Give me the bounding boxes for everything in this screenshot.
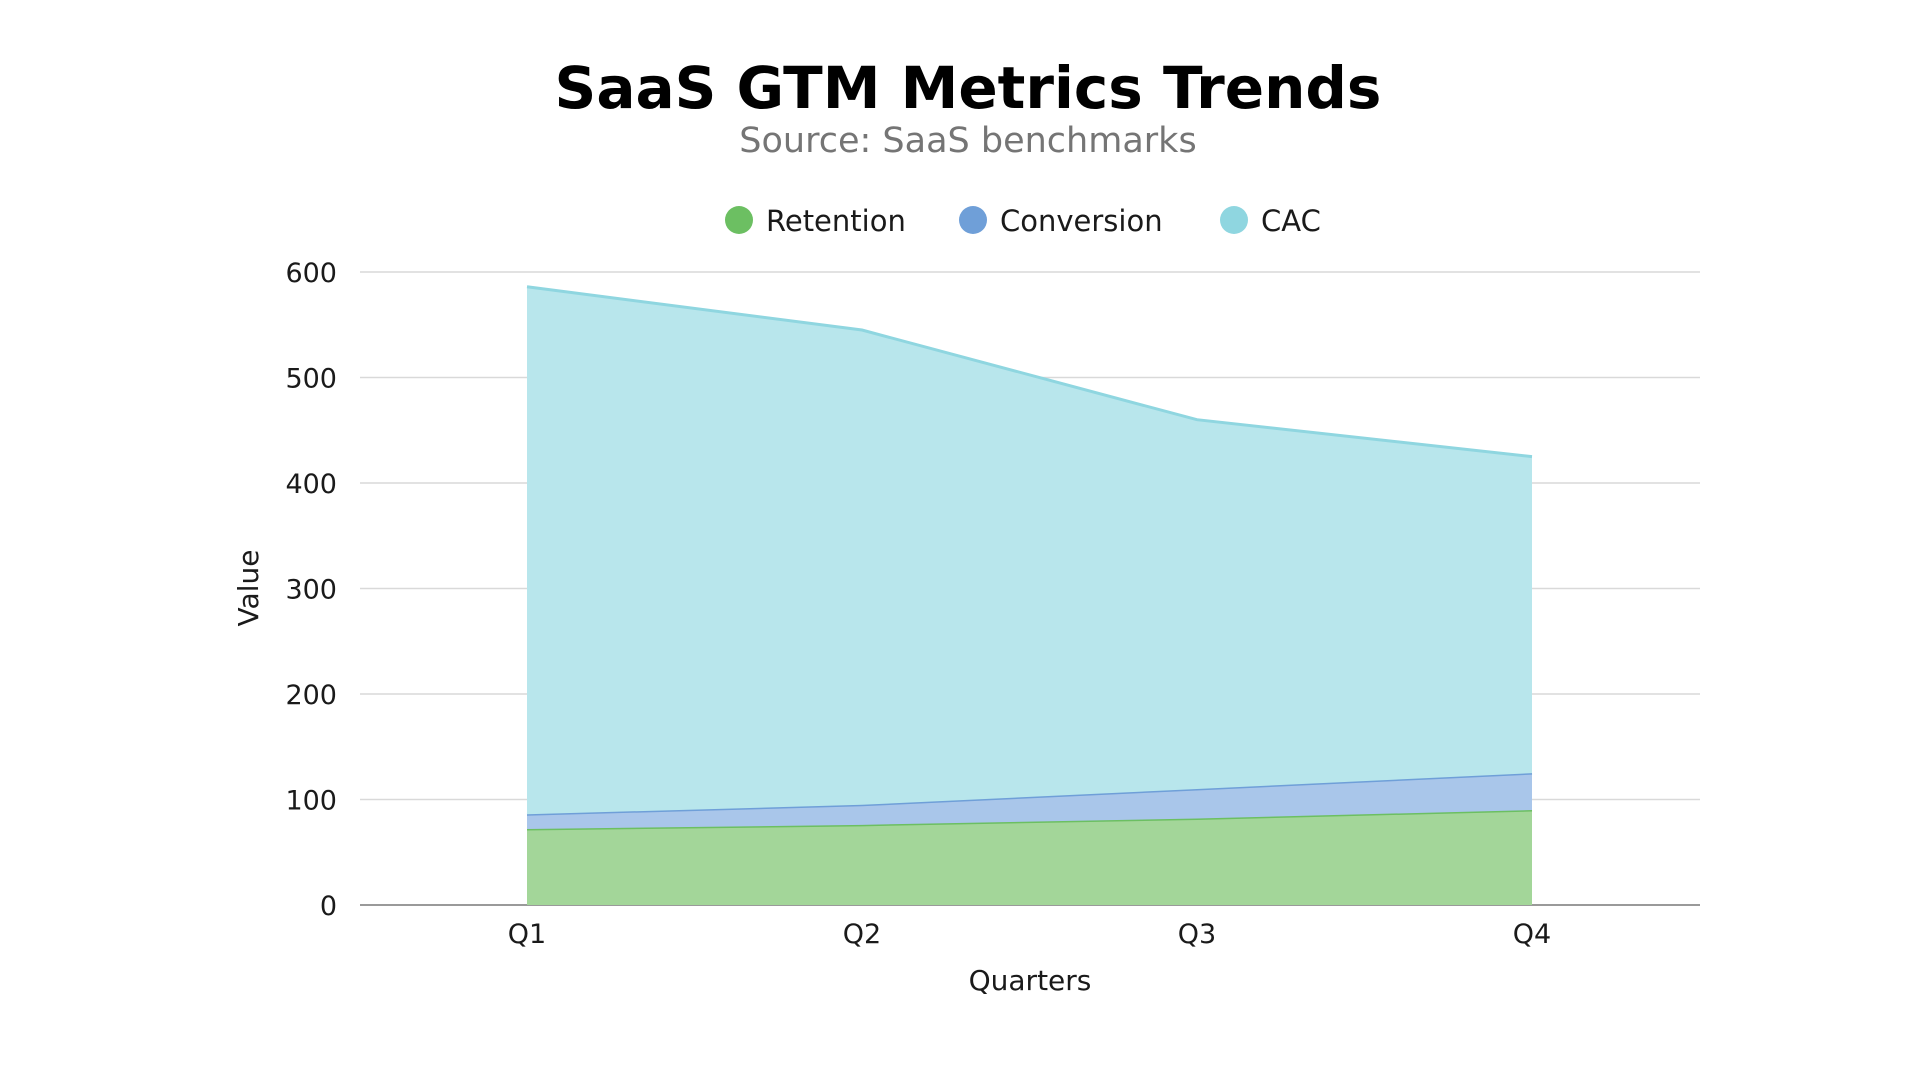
- area-conversion: [527, 773, 1532, 830]
- y-axis-ticks: 0 100 200 300 400 500 600: [285, 258, 337, 922]
- y-tick-label-0: 0: [320, 891, 337, 922]
- y-tick-label-500: 500: [285, 364, 337, 395]
- plot-areas: [526, 285, 1533, 905]
- line-cac: [526, 285, 1533, 459]
- x-axis-title: Quarters: [969, 964, 1092, 997]
- y-axis-title: Value: [232, 550, 265, 627]
- legend-label-conversion: Conversion: [1000, 204, 1163, 238]
- y-tick-label-400: 400: [285, 469, 337, 500]
- legend-marker-retention: [725, 206, 753, 234]
- x-tick-label-q3: Q3: [1178, 919, 1216, 950]
- legend: Retention Conversion CAC: [725, 204, 1321, 238]
- y-tick-label-200: 200: [285, 680, 337, 711]
- legend-marker-conversion: [959, 206, 987, 234]
- x-tick-label-q2: Q2: [843, 919, 881, 950]
- y-tick-label-300: 300: [285, 575, 337, 606]
- legend-marker-cac: [1220, 206, 1248, 234]
- legend-label-cac: CAC: [1261, 204, 1321, 238]
- x-tick-label-q1: Q1: [508, 919, 546, 950]
- chart-title: SaaS GTM Metrics Trends: [555, 54, 1382, 122]
- x-tick-label-q4: Q4: [1513, 919, 1551, 950]
- y-tick-label-100: 100: [285, 786, 337, 817]
- area-retention: [527, 810, 1532, 905]
- x-axis-ticks: Q1 Q2 Q3 Q4: [508, 919, 1551, 950]
- y-tick-label-600: 600: [285, 258, 337, 289]
- chart-subtitle: Source: SaaS benchmarks: [739, 121, 1196, 161]
- area-cac: [527, 286, 1532, 815]
- legend-label-retention: Retention: [766, 204, 906, 238]
